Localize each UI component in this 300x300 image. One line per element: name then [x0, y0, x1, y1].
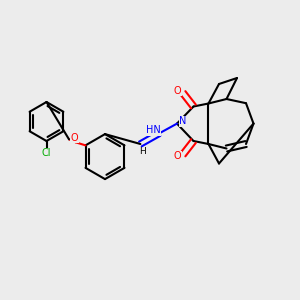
Text: N: N	[179, 116, 187, 126]
Text: H: H	[140, 147, 146, 156]
Text: O: O	[70, 133, 78, 143]
Text: O: O	[174, 85, 182, 96]
Text: HN: HN	[146, 125, 161, 136]
Text: Cl: Cl	[42, 148, 51, 158]
Text: O: O	[174, 151, 182, 161]
